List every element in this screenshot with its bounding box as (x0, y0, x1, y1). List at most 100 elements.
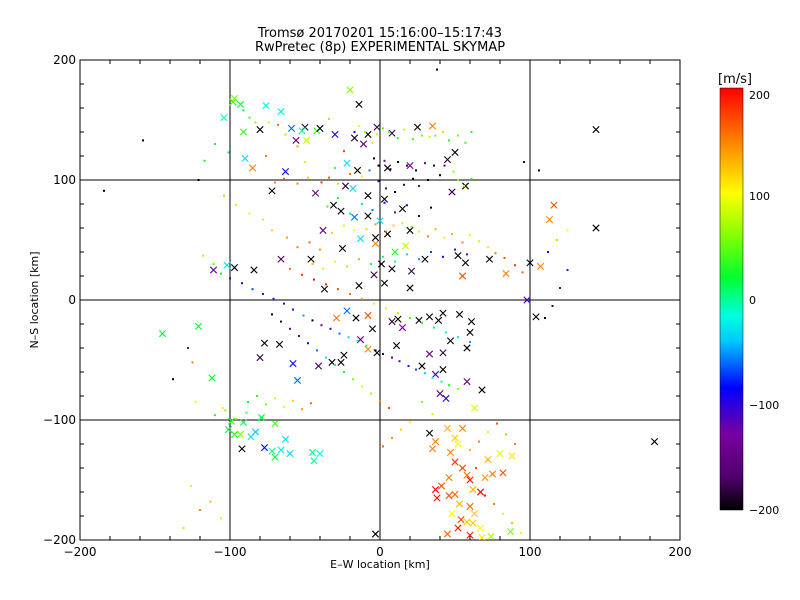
data-point-dot (430, 251, 432, 253)
data-point-dot (358, 125, 360, 127)
y-tick-label: −100 (43, 413, 76, 427)
data-point-x-marker (592, 126, 600, 134)
data-point-dot (421, 134, 423, 137)
chart-title: Tromsø 20170201 15:16:00–15:17:43 (257, 26, 502, 41)
data-point-x-marker (316, 450, 324, 458)
grid (80, 60, 680, 540)
data-point-dot (224, 409, 227, 412)
data-point-dot (311, 263, 314, 265)
data-point-x-marker (287, 124, 296, 132)
y-tick-label: 0 (68, 293, 76, 307)
data-point-x-marker (262, 102, 270, 110)
data-point-dot (346, 265, 348, 268)
data-point-dot (436, 68, 438, 71)
data-point-x-marker (256, 354, 264, 362)
data-point-x-marker (352, 314, 360, 322)
data-point-dot (487, 246, 489, 249)
data-point-x-marker (311, 189, 320, 197)
data-point-x-marker (220, 114, 228, 122)
data-point-x-marker (227, 417, 236, 425)
data-point-x-marker (436, 390, 444, 398)
data-point-dot (556, 239, 558, 241)
data-point-dot (301, 273, 303, 276)
data-point-x-marker (391, 248, 399, 256)
data-point-dot (394, 211, 396, 214)
data-point-x-marker (592, 224, 600, 232)
data-point-dot (352, 378, 354, 381)
data-point-x-marker (310, 457, 318, 465)
data-point-dot (401, 222, 404, 225)
data-point-dot (242, 109, 245, 112)
data-point-x-marker (364, 345, 372, 353)
data-point-dot (511, 522, 513, 525)
data-point-x-marker (431, 438, 440, 446)
data-point-dot (397, 161, 399, 163)
data-point-x-marker (463, 518, 471, 526)
data-point-dot (199, 509, 201, 511)
data-point-x-marker (319, 226, 327, 234)
data-point-dot (248, 212, 251, 215)
data-point-dot (457, 336, 459, 339)
data-point-x-marker (442, 394, 450, 402)
data-point-dot (223, 194, 225, 197)
data-point-dot (514, 443, 516, 445)
data-point-dot (328, 176, 330, 179)
data-point-dot (361, 175, 363, 178)
colorbar-tick-label: −100 (749, 399, 779, 412)
data-point-dot (520, 531, 522, 534)
colorbar-tick-labels: 200 100 0 −100 −200 (749, 89, 779, 517)
data-point-dot (412, 177, 414, 180)
data-point-x-marker (454, 252, 462, 260)
data-point-x-marker (466, 531, 474, 539)
data-point-dot (470, 131, 473, 133)
data-point-x-marker (277, 255, 285, 263)
data-point-x-marker (461, 182, 470, 190)
data-point-dot (457, 179, 459, 181)
data-point-x-marker (388, 265, 396, 273)
colorbar: [m/s] 200 100 0 −100 −200 (718, 72, 779, 517)
data-point-x-marker (484, 456, 492, 464)
data-point-dot (214, 414, 216, 417)
data-point-x-marker (373, 123, 381, 131)
data-point-dot (559, 287, 561, 289)
data-point-dot (448, 139, 450, 142)
data-point-x-marker (445, 474, 453, 482)
data-point-x-marker (271, 420, 279, 428)
data-point-dot (371, 141, 374, 144)
data-point-dot (383, 159, 386, 162)
data-point-dot (361, 385, 363, 388)
data-point-dot (457, 387, 459, 390)
data-point-dot (475, 467, 477, 469)
data-point-x-marker (224, 426, 233, 434)
data-point-x-marker (349, 184, 357, 192)
data-point-dot (478, 440, 480, 443)
data-point-dot (220, 517, 222, 520)
data-point-x-marker (433, 494, 441, 502)
data-point-dot (391, 437, 393, 439)
data-point-x-marker (455, 310, 464, 318)
data-point-dot (296, 246, 299, 249)
data-point-x-marker (230, 430, 239, 438)
data-point-x-marker (338, 244, 347, 252)
data-point-dot (469, 449, 471, 451)
data-point-dot (265, 155, 267, 157)
data-point-x-marker (485, 255, 494, 263)
data-point-dot (187, 347, 189, 349)
data-point-dot (245, 411, 248, 414)
data-point-dot (385, 307, 387, 310)
colorbar-label: [m/s] (718, 72, 752, 87)
data-point-dot (388, 131, 390, 133)
data-point-dot (356, 339, 359, 342)
data-point-dot (424, 162, 426, 165)
data-point-x-marker (499, 469, 507, 477)
data-point-x-marker (376, 217, 384, 225)
data-point-x-marker (526, 259, 534, 267)
data-point-dot (478, 240, 480, 243)
data-point-x-marker (650, 438, 659, 446)
data-points (103, 68, 659, 540)
data-point-x-marker (158, 330, 167, 338)
data-point-dot (409, 317, 411, 319)
data-point-x-marker (407, 267, 416, 275)
data-point-dot (493, 503, 495, 505)
data-point-x-marker (458, 272, 467, 280)
